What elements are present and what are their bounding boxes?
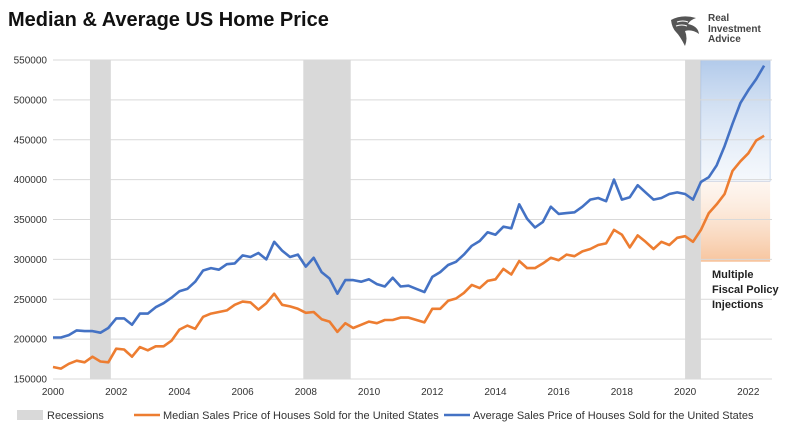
x-tick-label: 2014 xyxy=(484,387,507,398)
x-tick-label: 2006 xyxy=(232,387,255,398)
logo-line-3: Advice xyxy=(708,34,741,45)
y-tick-label: 300000 xyxy=(14,255,48,266)
annotation-line-3: Injections xyxy=(712,299,763,311)
chart-title: Median & Average US Home Price xyxy=(8,9,329,31)
x-tick-label: 2002 xyxy=(105,387,128,398)
x-tick-label: 2004 xyxy=(168,387,191,398)
annotation: Multiple Fiscal Policy Injections xyxy=(712,269,780,311)
logo-line-1: Real xyxy=(708,13,730,24)
y-tick-label: 550000 xyxy=(14,56,48,67)
x-tick-label: 2010 xyxy=(358,387,381,398)
y-tick-label: 250000 xyxy=(14,295,48,306)
legend-swatch-recessions xyxy=(17,410,43,420)
x-tick-label: 2022 xyxy=(737,387,760,398)
average-price-line xyxy=(53,64,766,339)
x-tick-label: 2020 xyxy=(674,387,697,398)
brand-logo: Real Investment Advice xyxy=(668,13,778,50)
gridlines xyxy=(53,59,772,380)
annotation-line-2: Fiscal Policy xyxy=(712,284,780,296)
legend: Recessions Median Sales Price of Houses … xyxy=(17,410,754,422)
x-tick-label: 2000 xyxy=(42,387,65,398)
x-tick-label: 2012 xyxy=(421,387,444,398)
y-tick-label: 450000 xyxy=(14,135,48,146)
x-tick-label: 2018 xyxy=(611,387,634,398)
legend-label-average: Average Sales Price of Houses Sold for t… xyxy=(473,410,754,422)
y-tick-label: 400000 xyxy=(14,175,48,186)
eagle-head-icon xyxy=(671,16,699,46)
fiscal-policy-highlight xyxy=(700,59,771,262)
y-tick-label: 200000 xyxy=(14,335,48,346)
highlight-box-average xyxy=(700,59,771,182)
y-axis: 150000 200000 250000 300000 350000 400000 4500… xyxy=(14,56,48,386)
x-tick-label: 2016 xyxy=(548,387,571,398)
logo-line-2: Investment xyxy=(708,23,761,35)
y-tick-label: 350000 xyxy=(14,215,48,226)
x-axis: 2000 2002 2004 2006 2008 2010 2012 2014 2016 2018… xyxy=(42,387,760,398)
highlight-box-median xyxy=(700,181,771,262)
x-tick-label: 2008 xyxy=(295,387,318,398)
y-tick-label: 150000 xyxy=(14,375,48,386)
annotation-line-1: Multiple xyxy=(712,269,754,281)
y-tick-label: 500000 xyxy=(14,95,48,106)
median-price-line xyxy=(52,134,765,370)
series-lines xyxy=(52,64,766,370)
legend-label-median: Median Sales Price of Houses Sold for th… xyxy=(163,410,439,422)
legend-label-recessions: Recessions xyxy=(47,410,104,422)
